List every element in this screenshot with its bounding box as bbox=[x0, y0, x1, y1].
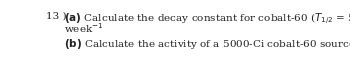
Text: $\mathbf{(b)}$ Calculate the activity of a 5000-Ci cobalt-60 source after 10 yea: $\mathbf{(b)}$ Calculate the activity of… bbox=[64, 37, 350, 51]
Text: week$^{-1}$: week$^{-1}$ bbox=[64, 21, 104, 35]
Text: 13 ): 13 ) bbox=[46, 12, 67, 21]
Text: $\mathbf{(a)}$ Calculate the decay constant for cobalt-60 ($T_{1/2}$ = 5.26 Year: $\mathbf{(a)}$ Calculate the decay const… bbox=[64, 12, 350, 27]
